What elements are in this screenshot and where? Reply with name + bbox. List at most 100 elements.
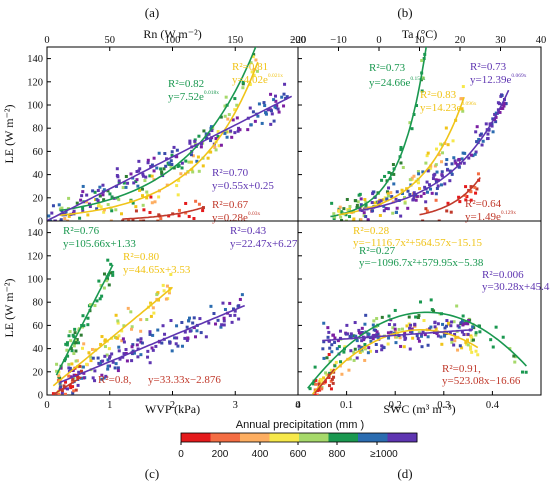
data-point [280, 95, 284, 99]
data-point [392, 182, 396, 186]
data-point [238, 128, 242, 132]
data-point [210, 129, 214, 133]
data-point [321, 347, 325, 351]
data-point [50, 211, 54, 215]
y-tick-label: 0 [38, 391, 43, 402]
data-point [433, 325, 437, 329]
panel-d: 0 0.1 0.2 0.3 0.4 SWC (m³ m⁻³) R²=0.28y=−1116.… [295, 220, 550, 416]
data-point [214, 322, 218, 326]
data-point [355, 339, 359, 343]
data-point [453, 339, 457, 343]
data-point [508, 347, 512, 351]
data-point [371, 209, 375, 213]
data-point [408, 178, 412, 182]
data-point [72, 351, 76, 355]
data-point [393, 327, 397, 331]
data-point [121, 337, 125, 341]
data-point [397, 327, 401, 331]
data-point [165, 157, 169, 161]
data-point [439, 142, 443, 146]
data-point [353, 347, 357, 351]
x-tick-label: 0 [44, 400, 49, 411]
data-point [114, 313, 118, 317]
data-point [57, 203, 61, 207]
colorbar-cell [358, 433, 388, 442]
data-point [152, 156, 156, 160]
data-point [440, 342, 444, 346]
data-point [421, 330, 425, 334]
data-point [81, 190, 85, 194]
data-point [406, 189, 410, 193]
exponent-label: 0.018x [204, 90, 219, 96]
colorbar-tick-label: 0 [178, 449, 184, 460]
data-point [189, 153, 193, 157]
data-point [435, 186, 439, 190]
data-point [456, 348, 460, 352]
data-point [174, 342, 178, 346]
data-point [477, 324, 481, 328]
data-point [67, 334, 71, 338]
data-point [106, 367, 110, 371]
data-point [327, 330, 331, 334]
data-point [246, 128, 250, 132]
data-point [114, 362, 118, 366]
data-point [272, 119, 276, 123]
data-point [512, 354, 516, 358]
data-point [477, 137, 481, 141]
data-point [443, 334, 447, 338]
data-point [342, 350, 346, 354]
data-point [312, 382, 316, 386]
data-point [459, 321, 463, 325]
data-point [474, 150, 478, 154]
data-point [434, 163, 438, 167]
data-point [493, 118, 497, 122]
data-point [429, 166, 433, 170]
data-point [60, 391, 64, 395]
data-point [403, 201, 407, 205]
data-point [333, 340, 337, 344]
data-point [175, 155, 179, 159]
data-point [481, 139, 485, 143]
data-point [63, 217, 67, 221]
y-tick-label: 140 [27, 228, 43, 239]
data-point [422, 192, 426, 196]
data-point [146, 158, 150, 162]
data-point [375, 349, 379, 353]
data-point [136, 347, 140, 351]
data-point [452, 343, 456, 347]
data-point [364, 215, 368, 219]
data-point [394, 341, 398, 345]
data-point [446, 168, 450, 172]
data-point [249, 61, 253, 65]
data-point [392, 172, 396, 176]
data-point [423, 333, 427, 337]
data-point [333, 336, 337, 340]
data-point [375, 317, 379, 321]
data-point [460, 319, 464, 323]
data-point [139, 318, 143, 322]
data-point [422, 319, 426, 323]
data-point [169, 165, 173, 169]
x-tick-label: 0.3 [437, 400, 450, 411]
data-point [446, 201, 450, 205]
data-point [98, 194, 102, 198]
data-point [190, 168, 194, 172]
y-tick-label: 140 [27, 54, 43, 65]
data-point [195, 329, 199, 333]
y-tick-label: 120 [27, 77, 43, 88]
data-point [486, 132, 490, 136]
data-point [71, 391, 75, 395]
data-point [91, 189, 95, 193]
data-point [322, 356, 326, 360]
data-point [136, 355, 140, 359]
data-point [167, 214, 171, 218]
data-point [60, 206, 64, 210]
data-point [194, 199, 198, 203]
data-point [416, 181, 420, 185]
data-point [195, 159, 199, 163]
data-point [157, 151, 161, 155]
data-point [337, 345, 341, 349]
data-point [327, 339, 331, 343]
data-point [161, 283, 165, 287]
data-point [340, 372, 344, 376]
